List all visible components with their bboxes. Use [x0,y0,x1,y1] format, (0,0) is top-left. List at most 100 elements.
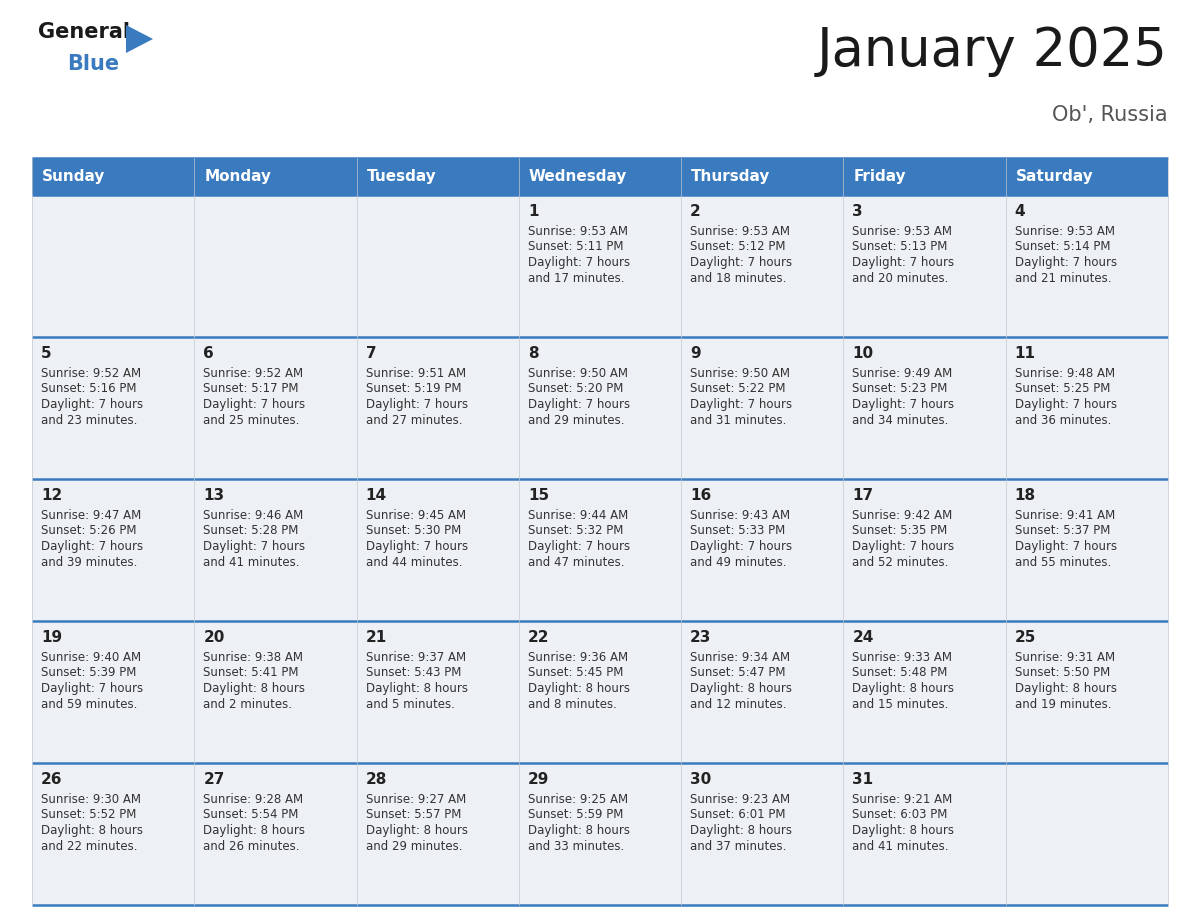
Text: Sunrise: 9:46 AM: Sunrise: 9:46 AM [203,509,304,522]
Text: Daylight: 7 hours: Daylight: 7 hours [366,540,468,553]
Text: Daylight: 7 hours: Daylight: 7 hours [1015,256,1117,269]
Text: 2: 2 [690,204,701,219]
Bar [195,621,356,763]
Text: 29: 29 [527,772,549,787]
Text: Sunrise: 9:30 AM: Sunrise: 9:30 AM [42,793,141,806]
Text: 12: 12 [42,488,62,503]
Text: Sunset: 5:32 PM: Sunset: 5:32 PM [527,524,624,538]
Text: Sunset: 5:19 PM: Sunset: 5:19 PM [366,383,461,396]
Text: Friday: Friday [853,169,906,184]
Bar [32,763,195,905]
Bar [1006,337,1168,479]
Bar [195,763,356,905]
Text: and 15 minutes.: and 15 minutes. [853,698,949,711]
Bar [519,479,681,621]
Text: Sunday: Sunday [42,169,106,184]
Text: Thursday: Thursday [691,169,771,184]
Text: 10: 10 [853,346,873,361]
Text: Sunset: 5:12 PM: Sunset: 5:12 PM [690,241,785,253]
Text: Daylight: 7 hours: Daylight: 7 hours [690,540,792,553]
Text: 8: 8 [527,346,538,361]
Text: Sunset: 5:59 PM: Sunset: 5:59 PM [527,809,624,822]
Text: Blue: Blue [67,54,119,74]
Text: Sunset: 5:47 PM: Sunset: 5:47 PM [690,666,785,679]
Bar [519,195,681,337]
Text: Daylight: 7 hours: Daylight: 7 hours [853,256,954,269]
Text: Sunrise: 9:44 AM: Sunrise: 9:44 AM [527,509,628,522]
Text: 16: 16 [690,488,712,503]
Bar [1006,621,1168,763]
Text: Sunrise: 9:25 AM: Sunrise: 9:25 AM [527,793,628,806]
Text: Sunset: 5:26 PM: Sunset: 5:26 PM [42,524,137,538]
Text: 31: 31 [853,772,873,787]
Text: and 36 minutes.: and 36 minutes. [1015,413,1111,427]
Text: Sunrise: 9:27 AM: Sunrise: 9:27 AM [366,793,466,806]
Text: 23: 23 [690,630,712,645]
Text: Sunset: 5:48 PM: Sunset: 5:48 PM [853,666,948,679]
Text: Tuesday: Tuesday [367,169,436,184]
Text: Daylight: 8 hours: Daylight: 8 hours [203,682,305,695]
Text: Saturday: Saturday [1016,169,1093,184]
Text: Daylight: 7 hours: Daylight: 7 hours [203,540,305,553]
Text: Daylight: 7 hours: Daylight: 7 hours [690,256,792,269]
Text: 18: 18 [1015,488,1036,503]
Text: Sunrise: 9:53 AM: Sunrise: 9:53 AM [690,225,790,238]
Text: Sunrise: 9:52 AM: Sunrise: 9:52 AM [42,367,141,380]
Bar [356,621,519,763]
Text: and 52 minutes.: and 52 minutes. [853,555,949,568]
Text: 19: 19 [42,630,62,645]
Bar [681,337,843,479]
Text: 26: 26 [42,772,63,787]
Bar [1006,479,1168,621]
Bar [843,479,1006,621]
Text: Sunrise: 9:50 AM: Sunrise: 9:50 AM [527,367,627,380]
Text: and 33 minutes.: and 33 minutes. [527,839,624,853]
Bar [1006,763,1168,905]
Text: 3: 3 [853,204,862,219]
Bar [843,195,1006,337]
Text: and 59 minutes.: and 59 minutes. [42,698,138,711]
Text: and 29 minutes.: and 29 minutes. [527,413,625,427]
Text: and 20 minutes.: and 20 minutes. [853,272,949,285]
Text: Sunset: 5:22 PM: Sunset: 5:22 PM [690,383,785,396]
Text: and 5 minutes.: and 5 minutes. [366,698,455,711]
Text: Sunrise: 9:50 AM: Sunrise: 9:50 AM [690,367,790,380]
Text: 27: 27 [203,772,225,787]
Text: and 41 minutes.: and 41 minutes. [203,555,299,568]
Text: Sunrise: 9:45 AM: Sunrise: 9:45 AM [366,509,466,522]
Text: and 12 minutes.: and 12 minutes. [690,698,786,711]
Text: Sunset: 5:30 PM: Sunset: 5:30 PM [366,524,461,538]
Text: 14: 14 [366,488,387,503]
Text: 17: 17 [853,488,873,503]
Text: Sunset: 5:45 PM: Sunset: 5:45 PM [527,666,624,679]
Text: Sunset: 6:03 PM: Sunset: 6:03 PM [853,809,948,822]
Text: Sunrise: 9:34 AM: Sunrise: 9:34 AM [690,651,790,664]
Text: and 21 minutes.: and 21 minutes. [1015,272,1111,285]
Text: Daylight: 7 hours: Daylight: 7 hours [42,540,143,553]
Text: Daylight: 8 hours: Daylight: 8 hours [527,824,630,837]
Text: Sunrise: 9:41 AM: Sunrise: 9:41 AM [1015,509,1116,522]
Text: and 26 minutes.: and 26 minutes. [203,839,299,853]
Text: and 47 minutes.: and 47 minutes. [527,555,625,568]
Bar [519,763,681,905]
Bar [681,479,843,621]
Text: 15: 15 [527,488,549,503]
Text: Daylight: 7 hours: Daylight: 7 hours [527,398,630,411]
Text: Sunset: 5:33 PM: Sunset: 5:33 PM [690,524,785,538]
Text: and 2 minutes.: and 2 minutes. [203,698,292,711]
Bar [519,621,681,763]
Text: Sunrise: 9:42 AM: Sunrise: 9:42 AM [853,509,953,522]
Bar [32,195,195,337]
Text: Sunset: 5:13 PM: Sunset: 5:13 PM [853,241,948,253]
Text: Sunset: 5:57 PM: Sunset: 5:57 PM [366,809,461,822]
Text: and 22 minutes.: and 22 minutes. [42,839,138,853]
Text: Sunset: 5:28 PM: Sunset: 5:28 PM [203,524,298,538]
Text: Sunset: 5:14 PM: Sunset: 5:14 PM [1015,241,1111,253]
Text: Daylight: 8 hours: Daylight: 8 hours [853,824,954,837]
Polygon shape [126,25,153,53]
Text: Daylight: 7 hours: Daylight: 7 hours [42,682,143,695]
Bar [195,337,356,479]
Text: Sunrise: 9:21 AM: Sunrise: 9:21 AM [853,793,953,806]
Text: General: General [38,22,129,42]
Bar [32,479,195,621]
